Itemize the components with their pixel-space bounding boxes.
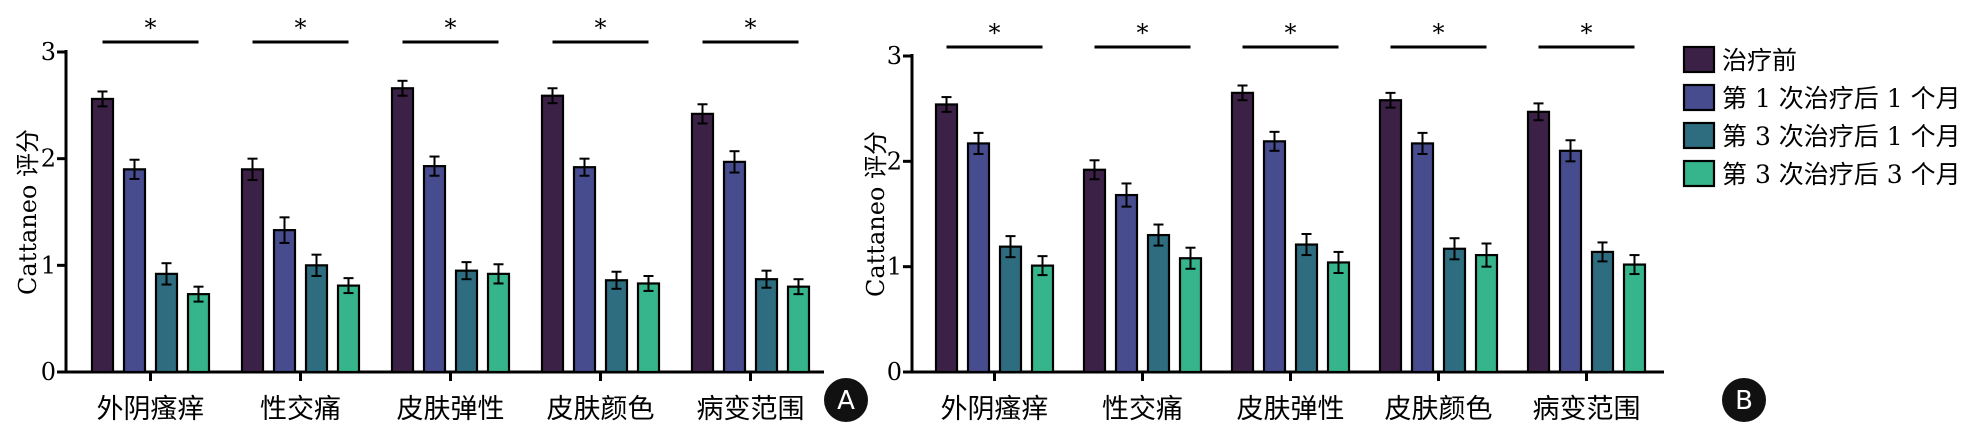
y-tick-label: 0 [41, 358, 56, 386]
bar-b-c4-s3 [1622, 263, 1647, 374]
panel-b-badge: B [1722, 378, 1766, 422]
significance-star: * [1137, 19, 1149, 47]
bar-b-c2-s2 [1294, 243, 1319, 374]
legend-label-1: 第 1 次治疗后 1 个月 [1722, 84, 1961, 113]
bar-b-c0-s0 [934, 103, 959, 374]
panel-b-letter: B [1735, 386, 1753, 416]
legend-swatch-3 [1682, 159, 1716, 188]
bar-a-c3-s2 [604, 279, 629, 374]
bar-a-c1-s0 [240, 168, 265, 374]
legend-swatch-0 [1682, 45, 1716, 74]
significance-star: * [295, 14, 307, 42]
legend-label-3: 第 3 次治疗后 3 个月 [1722, 160, 1961, 189]
bar-a-c2-s3 [486, 272, 511, 374]
y-tick-label: 3 [41, 38, 56, 66]
bar-b-c1-s2 [1146, 233, 1171, 374]
y-tick-label: 3 [887, 42, 902, 70]
category-label: 皮肤弹性 [1237, 394, 1345, 425]
bar-b-c0-s3 [1030, 264, 1055, 374]
bar-b-c1-s0 [1082, 168, 1107, 374]
bar-a-c0-s1 [122, 168, 147, 374]
bar-b-c1-s1 [1114, 193, 1139, 374]
y-axis-label: Cattaneo 评分 [862, 131, 890, 297]
bar-b-c4-s0 [1526, 110, 1551, 374]
category-label: 性交痛 [1102, 394, 1183, 425]
bar-a-c1-s2 [304, 264, 329, 374]
legend-swatch-1 [1682, 83, 1716, 112]
y-tick-label: 1 [887, 253, 902, 281]
bar-a-c4-s2 [754, 278, 779, 374]
significance-star: * [595, 14, 607, 42]
legend-label-0: 治疗前 [1722, 46, 1797, 75]
bar-a-c2-s0 [390, 87, 415, 374]
bar-a-c0-s3 [186, 293, 211, 374]
bar-a-c1-s3 [336, 284, 361, 374]
bar-a-c1-s1 [272, 229, 297, 374]
bar-b-c2-s1 [1262, 140, 1287, 374]
bar-a-c2-s1 [422, 165, 447, 374]
legend-swatch-2 [1682, 121, 1716, 150]
category-label: 外阴瘙痒 [97, 394, 205, 425]
significance-star: * [989, 19, 1001, 47]
legend-label-2: 第 3 次治疗后 1 个月 [1722, 122, 1961, 151]
bar-b-c4-s2 [1590, 250, 1615, 374]
y-axis-label: Cattaneo 评分 [14, 129, 42, 295]
y-tick-label: 0 [887, 358, 902, 386]
bar-b-c2-s0 [1230, 91, 1255, 374]
bar-a-c3-s1 [572, 166, 597, 374]
y-tick-label: 2 [41, 145, 56, 173]
bar-a-c0-s0 [90, 97, 115, 374]
category-label: 病变范围 [697, 394, 805, 425]
y-tick-label: 1 [41, 251, 56, 279]
bar-b-c3-s2 [1442, 247, 1467, 374]
bar-b-c1-s3 [1178, 257, 1203, 374]
bar-b-c4-s1 [1558, 149, 1583, 374]
significance-star: * [1581, 19, 1593, 47]
bar-b-c2-s3 [1326, 261, 1351, 374]
bar-b-c0-s1 [966, 142, 991, 374]
bar-a-c0-s2 [154, 272, 179, 374]
bar-b-c0-s2 [998, 245, 1023, 374]
category-label: 皮肤弹性 [397, 394, 505, 425]
bar-b-c3-s1 [1410, 142, 1435, 374]
category-label: 性交痛 [260, 394, 341, 425]
y-tick-label: 2 [887, 147, 902, 175]
significance-star: * [445, 14, 457, 42]
category-label: 皮肤颜色 [1385, 394, 1493, 425]
panel-a-letter: A [837, 386, 855, 416]
bar-a-c4-s1 [722, 160, 747, 374]
bar-a-c4-s3 [786, 285, 811, 374]
bar-b-c3-s0 [1378, 99, 1403, 374]
bar-a-c3-s0 [540, 94, 565, 374]
bar-a-c4-s0 [690, 112, 715, 374]
bar-b-c3-s3 [1474, 253, 1499, 374]
significance-star: * [745, 14, 757, 42]
significance-star: * [1285, 19, 1297, 47]
significance-star: * [1433, 19, 1445, 47]
bar-a-c3-s3 [636, 282, 661, 374]
category-label: 病变范围 [1533, 394, 1641, 425]
significance-star: * [145, 14, 157, 42]
category-label: 外阴瘙痒 [941, 394, 1049, 425]
panel-a-badge: A [824, 378, 868, 422]
category-label: 皮肤颜色 [547, 394, 655, 425]
bar-a-c2-s2 [454, 269, 479, 374]
